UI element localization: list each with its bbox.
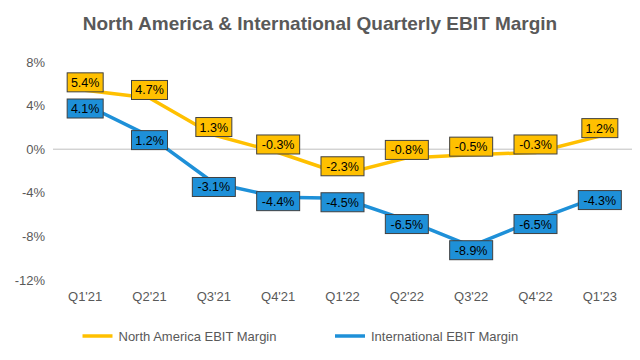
legend-swatch — [335, 334, 365, 338]
data-label: -0.3% — [519, 138, 552, 152]
title: North America & International Quarterly … — [83, 13, 557, 34]
data-label: -0.3% — [262, 138, 295, 152]
data-label-box — [578, 191, 621, 210]
series-group — [85, 90, 600, 246]
x-tick-label: Q3'22 — [454, 289, 488, 304]
y-tick-label: 8% — [26, 55, 45, 70]
series-line — [85, 105, 600, 247]
legend-label: North America EBIT Margin — [119, 329, 277, 344]
series-line — [85, 90, 600, 174]
y-tick-label: 4% — [26, 98, 45, 113]
data-label: -4.5% — [326, 196, 359, 210]
y-tick — [50, 105, 53, 106]
data-label: -6.5% — [391, 218, 424, 232]
legend: North America EBIT Margin International E… — [83, 329, 519, 344]
x-tick-label: Q1'21 — [68, 289, 102, 304]
data-label: -8.9% — [455, 244, 488, 258]
data-label: 4.7% — [135, 83, 164, 97]
y-tick — [50, 192, 53, 193]
data-label-box — [321, 193, 364, 212]
data-label: -6.5% — [519, 218, 552, 232]
y-tick — [50, 280, 53, 281]
x-tick-label: Q2'22 — [390, 289, 424, 304]
data-label-box — [257, 192, 300, 211]
chart: North America & International Quarterly … — [0, 0, 640, 360]
data-label-box — [192, 177, 235, 196]
legend-label: International EBIT Margin — [371, 329, 518, 344]
data-label: 5.4% — [71, 76, 100, 90]
data-label: -4.4% — [262, 195, 295, 209]
data-label-box — [514, 215, 557, 234]
x-tick-label: Q4'22 — [518, 289, 552, 304]
data-label-box — [385, 140, 428, 159]
data-label: 1.3% — [200, 121, 229, 135]
y-tick — [50, 149, 53, 150]
x-tick-label: Q3'21 — [197, 289, 231, 304]
data-label-box — [196, 118, 232, 137]
data-label: -2.3% — [326, 160, 359, 174]
y-tick-label: -12% — [15, 273, 46, 288]
data-label: 1.2% — [135, 134, 164, 148]
data-label: -4.3% — [584, 194, 617, 208]
data-label-box — [321, 157, 364, 176]
x-tick-label: Q1'22 — [325, 289, 359, 304]
y-tick-label: 0% — [26, 142, 45, 157]
data-label-box — [450, 137, 493, 156]
data-label: -3.1% — [198, 180, 231, 194]
data-label: 1.2% — [586, 122, 615, 136]
data-label-box — [67, 99, 103, 118]
data-label-box — [67, 73, 103, 92]
data-label-box — [257, 135, 300, 154]
y-tick — [50, 236, 53, 237]
data-label-box — [450, 241, 493, 260]
x-tick-label: Q4'21 — [261, 289, 295, 304]
data-label-box — [514, 135, 557, 154]
data-label: 4.1% — [71, 102, 100, 116]
data-label-box — [132, 80, 168, 99]
data-label: -0.5% — [455, 140, 488, 154]
y-tick-label: -8% — [22, 229, 46, 244]
legend-swatch — [83, 334, 113, 338]
y-tick-label: -4% — [22, 185, 46, 200]
data-label-box — [582, 119, 618, 138]
x-tick-label: Q2'21 — [132, 289, 166, 304]
x-tick-label: Q1'23 — [583, 289, 617, 304]
data-label-box — [132, 131, 168, 150]
data-label-box — [385, 215, 428, 234]
data-label: -0.8% — [391, 143, 424, 157]
y-tick — [50, 62, 53, 63]
